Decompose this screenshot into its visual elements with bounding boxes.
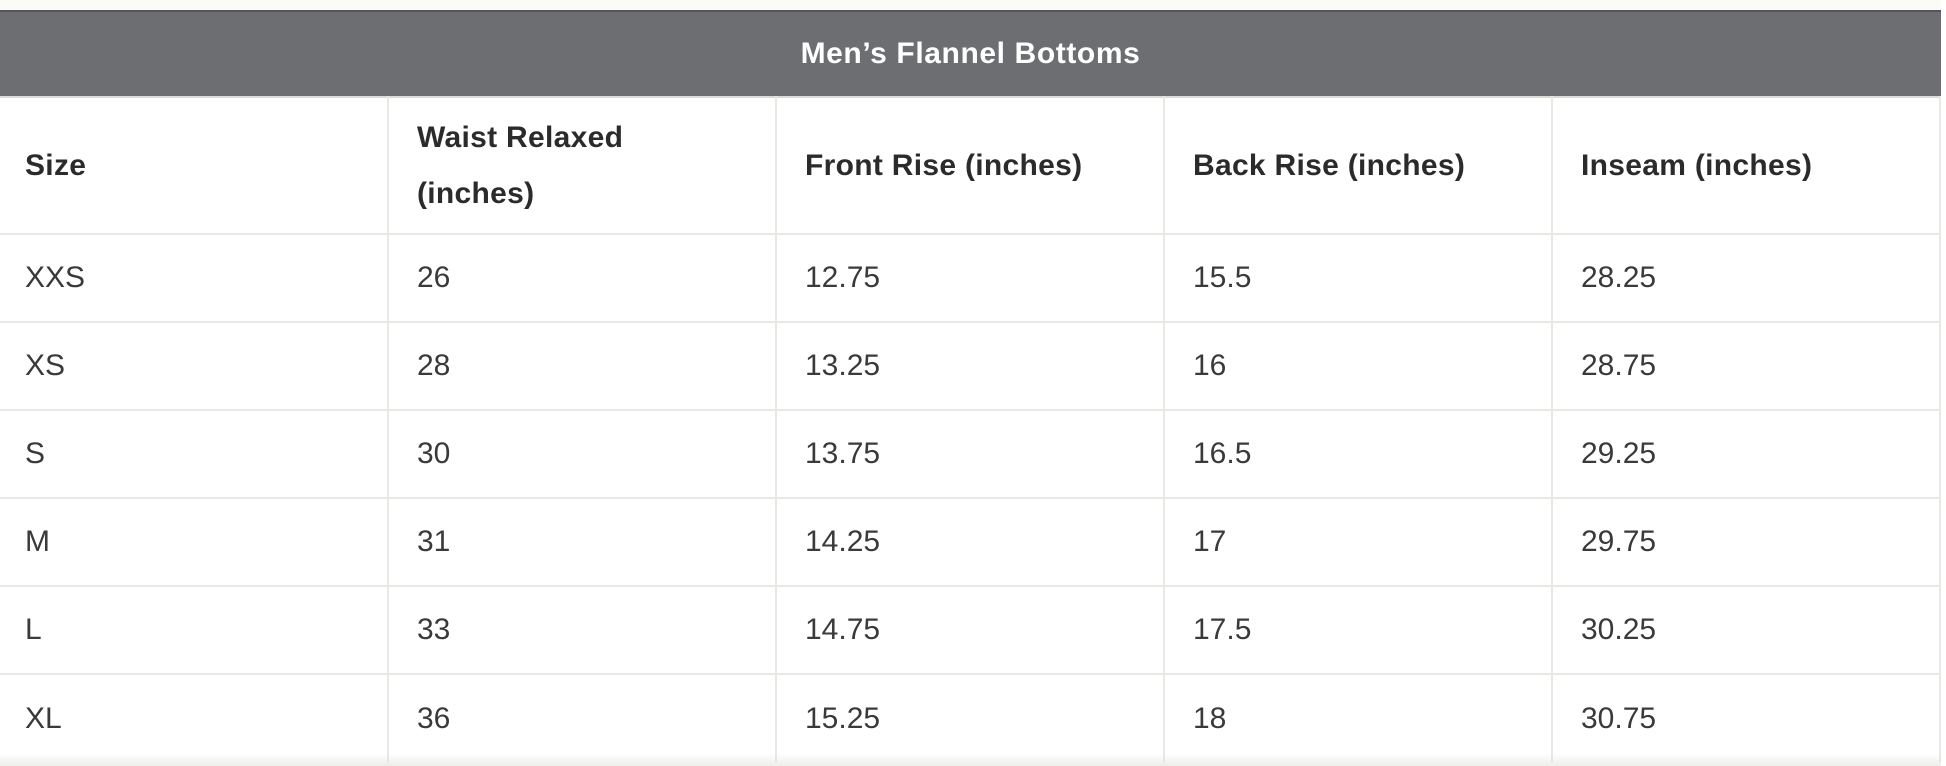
column-header-label: Inseam (inches): [1581, 148, 1813, 182]
page-top-strip: [0, 0, 1941, 10]
column-header-label: Waist Relaxed (inches): [417, 120, 624, 210]
cell-front-rise: 12.75: [775, 233, 1164, 322]
cell-waist-relaxed: 36: [387, 673, 776, 762]
cell-back-rise: 17.5: [1163, 585, 1552, 674]
cell-size: XL: [0, 673, 388, 762]
cell-back-rise: 15.5: [1163, 233, 1552, 322]
cell-waist-relaxed: 26: [387, 233, 776, 322]
cell-inseam: 29.25: [1551, 409, 1941, 498]
cell-back-rise: 16.5: [1163, 409, 1552, 498]
cell-size: S: [0, 409, 388, 498]
column-header-label: Front Rise (inches): [805, 148, 1083, 182]
column-header-label: Size: [25, 148, 87, 182]
cell-front-rise: 14.75: [775, 585, 1164, 674]
column-header-label: Back Rise (inches): [1193, 148, 1466, 182]
size-chart-table: Size Waist Relaxed (inches) Front Rise (…: [0, 96, 1941, 762]
cell-front-rise: 15.25: [775, 673, 1164, 762]
cell-inseam: 30.25: [1551, 585, 1941, 674]
table-row-xl: XL 36 15.25 18 30.75: [0, 673, 1941, 762]
column-header-back-rise: Back Rise (inches): [1163, 97, 1552, 234]
cell-size: XS: [0, 321, 388, 410]
cell-front-rise: 14.25: [775, 497, 1164, 586]
cell-size: XXS: [0, 233, 388, 322]
cell-back-rise: 18: [1163, 673, 1552, 762]
cell-inseam: 29.75: [1551, 497, 1941, 586]
table-title-bar: Men’s Flannel Bottoms: [0, 10, 1941, 96]
column-header-front-rise: Front Rise (inches): [775, 97, 1164, 234]
cell-front-rise: 13.75: [775, 409, 1164, 498]
cell-back-rise: 16: [1163, 321, 1552, 410]
table-row-l: L 33 14.75 17.5 30.25: [0, 585, 1941, 674]
table-row-s: S 30 13.75 16.5 29.25: [0, 409, 1941, 498]
column-header-waist-relaxed: Waist Relaxed (inches): [387, 97, 776, 234]
table-row-xxs: XXS 26 12.75 15.5 28.25: [0, 233, 1941, 322]
table-row-xs: XS 28 13.25 16 28.75: [0, 321, 1941, 410]
table-title: Men’s Flannel Bottoms: [800, 37, 1141, 70]
cell-inseam: 30.75: [1551, 673, 1941, 762]
cell-waist-relaxed: 31: [387, 497, 776, 586]
cell-size: M: [0, 497, 388, 586]
cell-waist-relaxed: 30: [387, 409, 776, 498]
column-header-size: Size: [0, 97, 388, 234]
cell-inseam: 28.75: [1551, 321, 1941, 410]
cell-size: L: [0, 585, 388, 674]
table-row-m: M 31 14.25 17 29.75: [0, 497, 1941, 586]
column-header-inseam: Inseam (inches): [1551, 97, 1941, 234]
cell-waist-relaxed: 28: [387, 321, 776, 410]
cell-inseam: 28.25: [1551, 233, 1941, 322]
cell-front-rise: 13.25: [775, 321, 1164, 410]
cell-back-rise: 17: [1163, 497, 1552, 586]
column-header-row: Size Waist Relaxed (inches) Front Rise (…: [0, 97, 1941, 234]
cell-waist-relaxed: 33: [387, 585, 776, 674]
size-chart: Men’s Flannel Bottoms Size Waist Relaxed…: [0, 10, 1941, 762]
